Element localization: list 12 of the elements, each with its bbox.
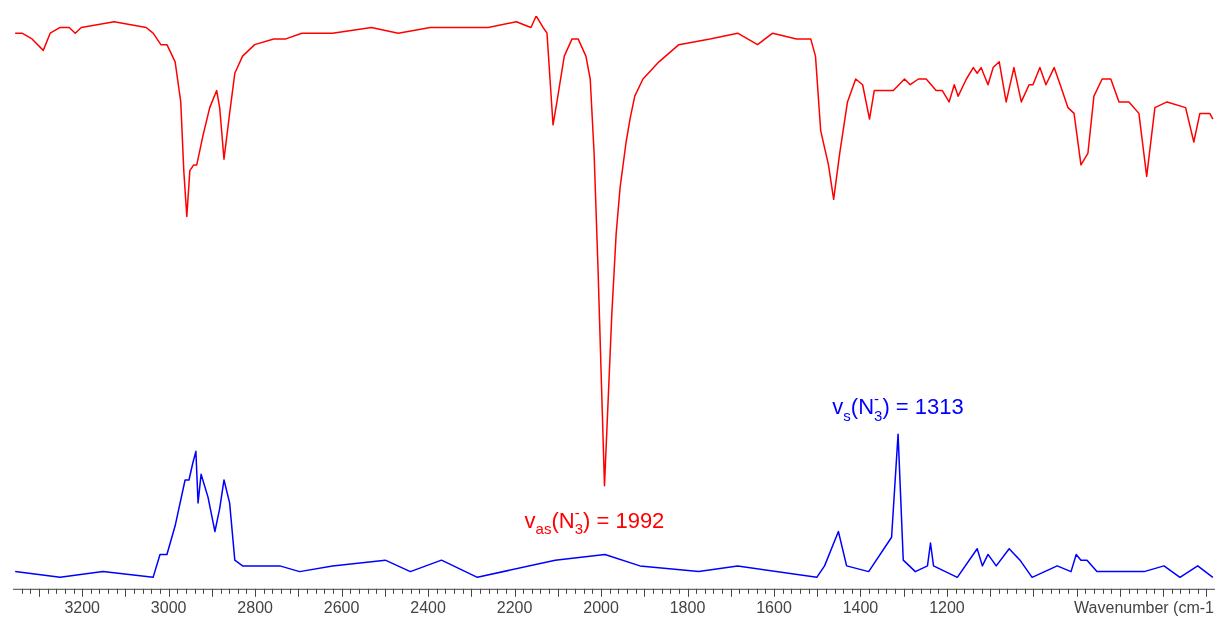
x-tick-label: 1400	[842, 598, 879, 616]
x-tick-label: 2400	[410, 598, 446, 616]
x-tick-label: 3200	[64, 598, 101, 616]
x-tick-label: 2000	[583, 598, 619, 616]
x-tick-label: 2600	[323, 598, 360, 616]
x-tick-label: 1600	[756, 598, 792, 616]
x-tick-label: 1200	[929, 598, 965, 616]
x-tick-label: 2800	[237, 598, 274, 616]
x-axis-title: Wavenumber (cm-1	[1074, 599, 1215, 617]
x-tick-label: 2200	[496, 598, 533, 616]
x-tick-label: 1800	[669, 598, 706, 616]
x-tick-label: 3000	[150, 598, 187, 616]
